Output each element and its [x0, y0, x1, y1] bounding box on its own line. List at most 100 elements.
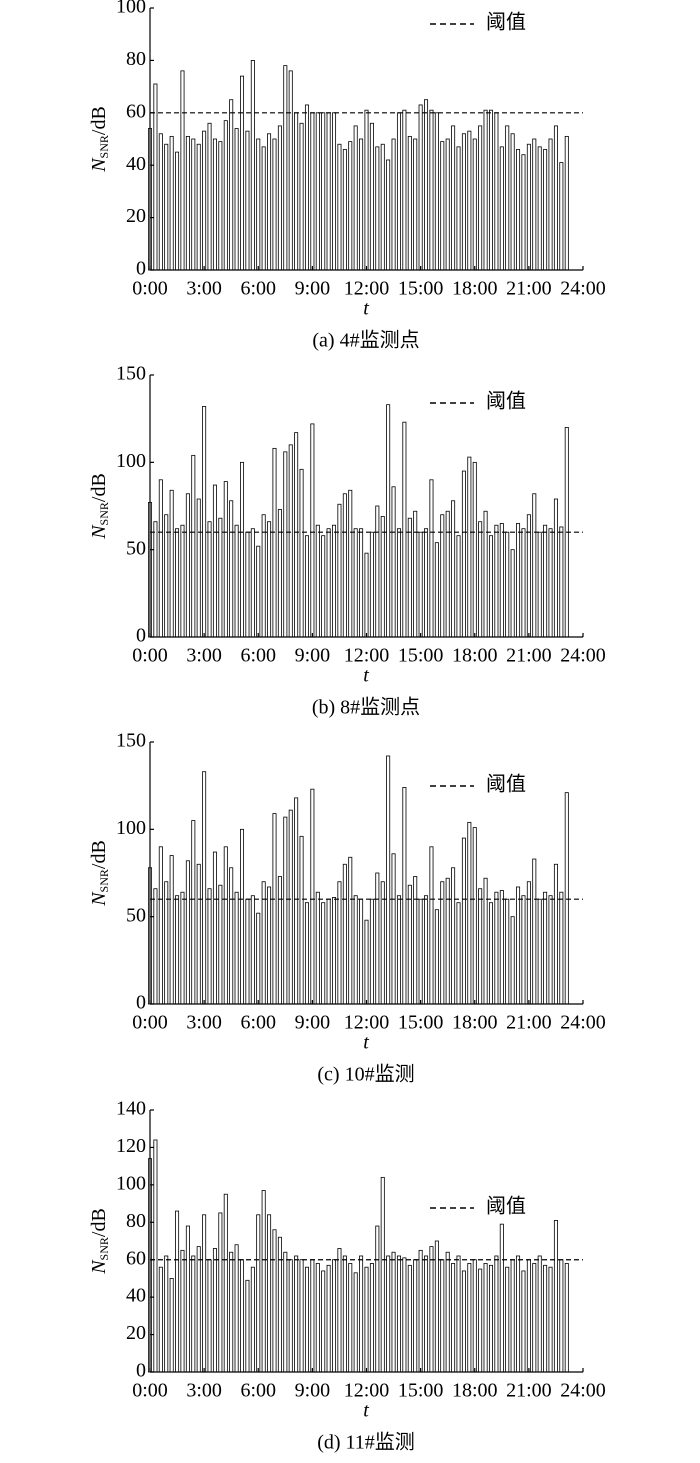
bar: [413, 138, 418, 271]
bar: [353, 125, 358, 271]
y-tick-label: 150: [116, 730, 146, 752]
bar: [256, 912, 261, 1005]
bar: [256, 138, 261, 271]
bar: [234, 1244, 239, 1373]
bar: [299, 835, 304, 1005]
y-label-symbol: N: [88, 1259, 110, 1275]
bar: [424, 528, 429, 638]
y-axis-label: NSNR/dB: [88, 840, 111, 907]
bar: [386, 755, 391, 1005]
bar: [429, 1246, 434, 1373]
bar: [240, 1259, 245, 1373]
y-tick-label: 150: [116, 363, 146, 385]
bar: [532, 493, 537, 638]
bar: [359, 138, 364, 271]
bar: [402, 787, 407, 1005]
x-tick-label: 9:00: [295, 645, 331, 667]
y-tick-label: 100: [116, 0, 146, 18]
bar: [337, 503, 342, 638]
x-tick-label: 15:00: [398, 1012, 444, 1034]
caption: (b) 8#监测点: [312, 696, 420, 719]
bar: [472, 827, 477, 1005]
bar: [272, 138, 277, 271]
bar: [494, 524, 499, 638]
x-tick-label: 24:00: [560, 1012, 606, 1034]
bar: [153, 1139, 158, 1373]
bar: [353, 1272, 358, 1373]
bar: [424, 99, 429, 271]
bar: [185, 1225, 190, 1373]
bar: [229, 99, 234, 271]
bar: [364, 919, 369, 1005]
x-tick-label: 6:00: [240, 645, 276, 667]
bar: [451, 125, 456, 271]
bar: [386, 159, 391, 271]
bar: [310, 788, 315, 1005]
x-tick-label: 18:00: [452, 1380, 498, 1402]
bar: [494, 1255, 499, 1373]
bar: [261, 514, 266, 638]
bar: [191, 454, 196, 638]
bar: [315, 1263, 320, 1373]
bar: [332, 524, 337, 638]
bar: [461, 1270, 466, 1373]
bar: [407, 884, 412, 1005]
bar: [472, 461, 477, 638]
bar: [223, 1193, 228, 1373]
bar: [451, 1263, 456, 1373]
x-tick-label: 9:00: [295, 1012, 331, 1034]
y-tick-label: 60: [126, 1247, 146, 1269]
bar: [277, 1236, 282, 1373]
bar: [521, 895, 526, 1005]
y-tick-label: 0: [136, 625, 146, 647]
x-tick-label: 12:00: [344, 1012, 390, 1034]
bar: [304, 1266, 309, 1373]
bar: [267, 521, 272, 638]
y-axis-label: NSNR/dB: [88, 106, 111, 173]
bar: [353, 528, 358, 638]
bar: [440, 141, 445, 271]
bar: [359, 1255, 364, 1373]
x-tick-label: 0:00: [132, 645, 168, 667]
bar: [488, 109, 493, 271]
bar: [543, 891, 548, 1005]
bar: [175, 528, 180, 638]
bar: [326, 112, 331, 271]
bar: [164, 1255, 169, 1373]
bar: [516, 149, 521, 271]
bar: [434, 542, 439, 638]
bar: [164, 514, 169, 638]
bar: [483, 1263, 488, 1373]
x-tick-label: 0:00: [132, 1012, 168, 1034]
bar: [445, 510, 450, 638]
bar: [321, 535, 326, 638]
bar: [380, 1176, 385, 1373]
bar: [175, 895, 180, 1005]
bar: [553, 498, 558, 638]
bar: [342, 149, 347, 271]
bar: [294, 797, 299, 1005]
bar: [245, 898, 250, 1005]
bar: [240, 461, 245, 638]
bar: [386, 1255, 391, 1373]
bar: [461, 133, 466, 271]
bar: [337, 881, 342, 1005]
bar: [499, 146, 504, 271]
bar: [521, 154, 526, 271]
bar: [478, 125, 483, 271]
y-tick-label: 40: [126, 153, 146, 175]
y-label-unit: /dB: [88, 1208, 110, 1237]
bar: [488, 902, 493, 1005]
bar: [283, 1251, 288, 1373]
bar: [196, 863, 201, 1005]
bar: [191, 138, 196, 271]
bar: [526, 1259, 531, 1373]
x-tick-label: 9:00: [295, 278, 331, 300]
bar: [299, 1259, 304, 1373]
x-tick-label: 0:00: [132, 278, 168, 300]
bar: [532, 138, 537, 271]
y-tick-label: 120: [116, 1135, 146, 1157]
bar: [218, 517, 223, 638]
bar: [348, 489, 353, 638]
bar: [277, 876, 282, 1005]
